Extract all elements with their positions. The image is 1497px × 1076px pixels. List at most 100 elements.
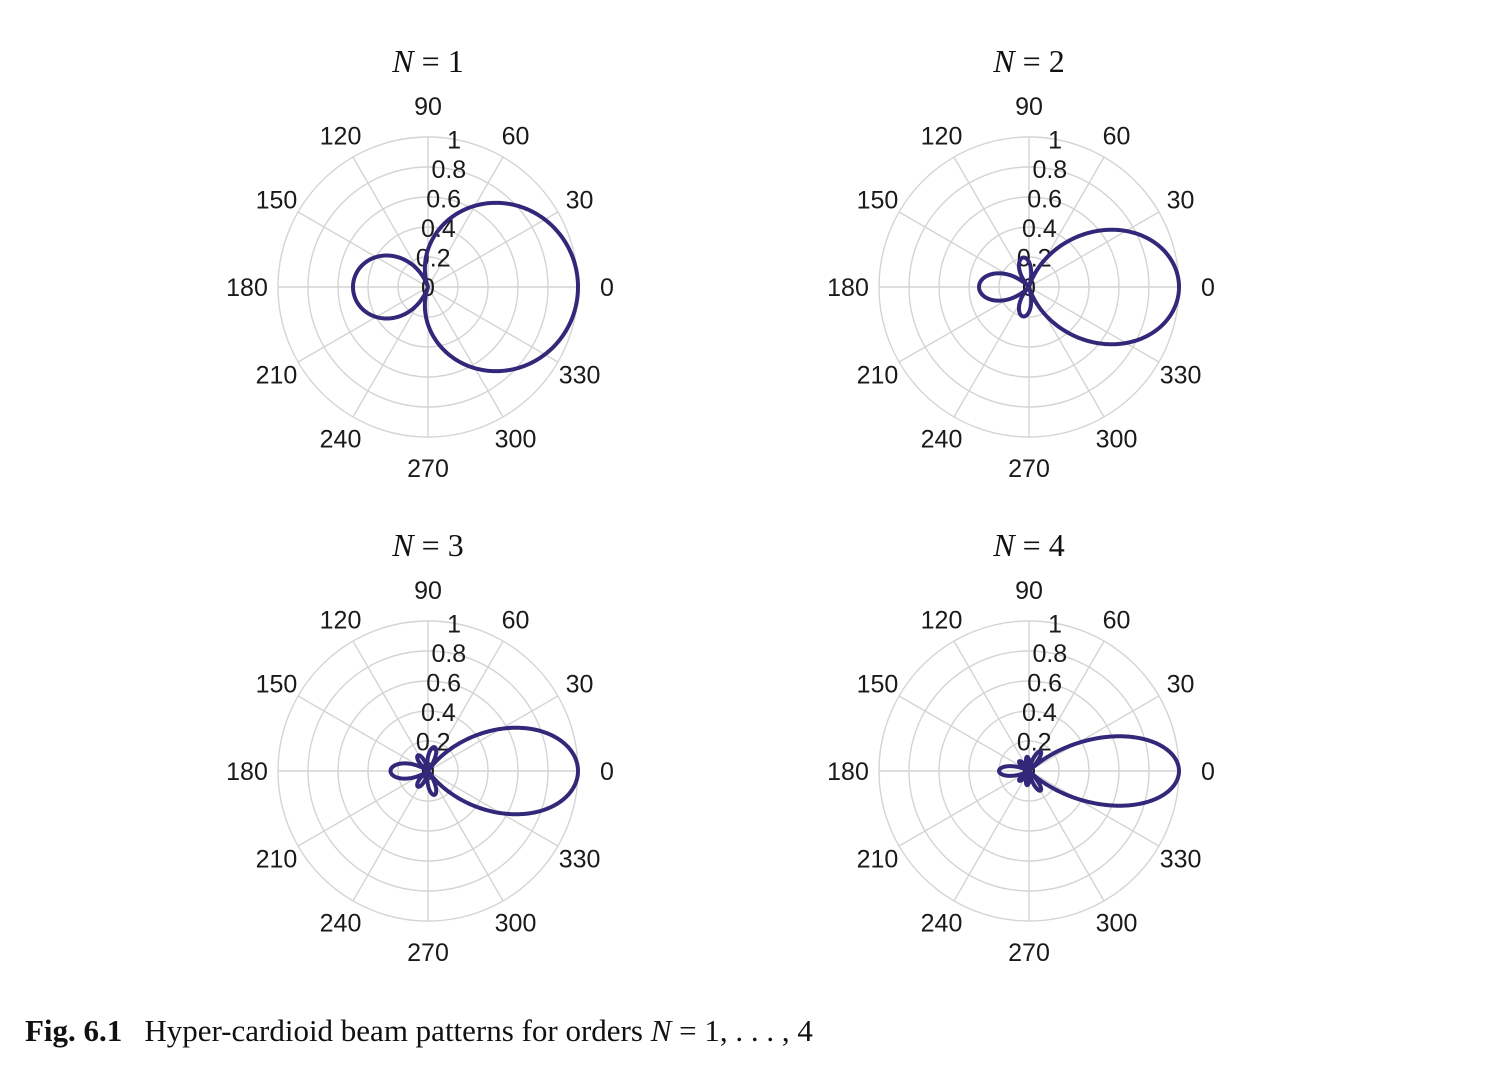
angular-grid-spoke bbox=[352, 770, 429, 902]
angle-tick-label: 120 bbox=[921, 122, 963, 150]
angular-grid-spoke bbox=[427, 695, 559, 772]
polar-panel-order-4: 030609012015018021024027030033000.20.40.… bbox=[827, 527, 1215, 967]
panel-title-value: = 1 bbox=[414, 43, 464, 79]
angle-tick-label: 90 bbox=[1015, 577, 1043, 605]
radial-tick-label: 0.8 bbox=[431, 156, 466, 184]
angular-grid-spoke bbox=[427, 770, 504, 902]
radial-tick-label: 1 bbox=[1048, 610, 1062, 638]
angle-tick-label: 90 bbox=[1015, 93, 1043, 121]
panel-title-variable: N bbox=[992, 527, 1016, 563]
radial-tick-label: 0.6 bbox=[1027, 669, 1062, 697]
angular-grid-spoke bbox=[1028, 211, 1160, 288]
angle-tick-label: 210 bbox=[857, 846, 899, 874]
angle-tick-label: 60 bbox=[1103, 606, 1131, 634]
angle-tick-label: 150 bbox=[256, 187, 298, 215]
angular-grid-spoke bbox=[427, 211, 559, 288]
angle-tick-label: 30 bbox=[1167, 187, 1195, 215]
panel-title: N = 3 bbox=[391, 527, 463, 563]
angle-tick-label: 150 bbox=[857, 187, 899, 215]
panel-title-variable: N bbox=[391, 43, 415, 79]
angle-tick-label: 150 bbox=[857, 671, 899, 699]
radial-tick-label: 0.8 bbox=[1032, 640, 1067, 668]
polar-plots-figure: 030609012015018021024027030033000.20.40.… bbox=[226, 43, 1215, 967]
radial-tick-label: 1 bbox=[447, 610, 461, 638]
angular-grid-spoke bbox=[1028, 286, 1160, 363]
angle-tick-label: 0 bbox=[1201, 274, 1215, 302]
angle-tick-label: 60 bbox=[502, 606, 530, 634]
caption-math-variable: N bbox=[650, 1013, 672, 1048]
angle-tick-label: 0 bbox=[600, 758, 614, 786]
angular-grid-spoke bbox=[1028, 770, 1105, 902]
angle-tick-label: 90 bbox=[414, 93, 442, 121]
angle-tick-label: 270 bbox=[1008, 939, 1050, 967]
angle-tick-label: 120 bbox=[320, 606, 362, 634]
angle-tick-label: 300 bbox=[495, 426, 537, 454]
angle-tick-label: 300 bbox=[1096, 426, 1138, 454]
beam-pattern-curve bbox=[351, 200, 580, 374]
angle-tick-label: 180 bbox=[226, 758, 268, 786]
beam-pattern-curve bbox=[977, 227, 1181, 347]
angular-grid-spoke bbox=[953, 286, 1030, 418]
panel-title: N = 4 bbox=[992, 527, 1064, 563]
radial-tick-label: 1 bbox=[447, 126, 461, 154]
angle-tick-label: 330 bbox=[1160, 846, 1202, 874]
radial-tick-label: 0.6 bbox=[426, 185, 461, 213]
figure-caption: Fig. 6.1 Hyper-cardioid beam patterns for… bbox=[25, 1013, 813, 1049]
panel-title-variable: N bbox=[391, 527, 415, 563]
angular-grid-spoke bbox=[297, 286, 429, 363]
figure: 0 30 60 90 120 150 180 210 240 270 300 330 0 0.2 0.4 0.… bbox=[226, 43, 1215, 967]
panel-title: N = 2 bbox=[992, 43, 1064, 79]
polar-panel-order-2: 030609012015018021024027030033000.20.40.… bbox=[827, 43, 1215, 483]
angle-tick-label: 240 bbox=[921, 426, 963, 454]
panel-title-value: = 4 bbox=[1015, 527, 1065, 563]
angle-tick-label: 330 bbox=[559, 846, 601, 874]
angular-grid-spoke bbox=[427, 156, 504, 288]
angle-tick-label: 270 bbox=[1008, 455, 1050, 483]
polar-panel-order-1: 030609012015018021024027030033000.20.40.… bbox=[226, 43, 614, 483]
radial-tick-label: 0.8 bbox=[431, 640, 466, 668]
angle-tick-label: 60 bbox=[1103, 122, 1131, 150]
angle-tick-label: 240 bbox=[921, 910, 963, 938]
radial-tick-label: 0.4 bbox=[1022, 215, 1057, 243]
beam-pattern-curve bbox=[388, 725, 580, 817]
angular-grid-spoke bbox=[1028, 640, 1105, 772]
radial-tick-label: 0.6 bbox=[426, 669, 461, 697]
angle-tick-label: 210 bbox=[256, 362, 298, 390]
figure-number: Fig. 6.1 bbox=[25, 1013, 123, 1048]
angle-tick-label: 30 bbox=[566, 187, 594, 215]
angle-tick-label: 270 bbox=[407, 455, 449, 483]
angle-tick-label: 330 bbox=[559, 362, 601, 390]
angle-tick-label: 120 bbox=[320, 122, 362, 150]
angle-tick-label: 120 bbox=[921, 606, 963, 634]
angle-tick-label: 180 bbox=[827, 274, 869, 302]
panel-title-variable: N bbox=[992, 43, 1016, 79]
caption-math-range: = 1, . . . , 4 bbox=[671, 1013, 813, 1048]
angle-tick-label: 240 bbox=[320, 910, 362, 938]
beam-pattern-curve bbox=[997, 734, 1181, 808]
angular-grid-spoke bbox=[427, 770, 559, 847]
angle-tick-label: 210 bbox=[857, 362, 899, 390]
angle-tick-label: 0 bbox=[600, 274, 614, 302]
panel-title-value: = 2 bbox=[1015, 43, 1065, 79]
angular-grid-spoke bbox=[427, 286, 504, 418]
angular-grid-spoke bbox=[953, 640, 1030, 772]
panel-title: N = 1 bbox=[391, 43, 463, 79]
angle-tick-label: 180 bbox=[226, 274, 268, 302]
angle-tick-label: 30 bbox=[566, 671, 594, 699]
angular-grid-spoke bbox=[898, 770, 1030, 847]
radial-tick-label: 0.2 bbox=[1017, 728, 1052, 756]
caption-text: Hyper-cardioid beam patterns for orders bbox=[144, 1013, 651, 1048]
angular-grid-spoke bbox=[297, 770, 429, 847]
angle-tick-label: 210 bbox=[256, 846, 298, 874]
radial-tick-label: 0.4 bbox=[421, 699, 456, 727]
angle-tick-label: 270 bbox=[407, 939, 449, 967]
angular-grid-spoke bbox=[898, 695, 1030, 772]
angular-grid-spoke bbox=[427, 640, 504, 772]
angle-tick-label: 150 bbox=[256, 671, 298, 699]
angular-grid-spoke bbox=[352, 640, 429, 772]
angular-grid-spoke bbox=[297, 211, 429, 288]
angle-tick-label: 60 bbox=[502, 122, 530, 150]
angle-tick-label: 300 bbox=[1096, 910, 1138, 938]
angle-tick-label: 30 bbox=[1167, 671, 1195, 699]
angle-tick-label: 90 bbox=[414, 577, 442, 605]
